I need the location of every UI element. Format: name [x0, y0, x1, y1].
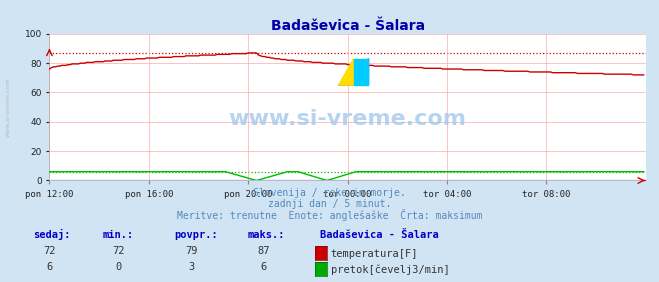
Title: Badaševica - Šalara: Badaševica - Šalara [271, 19, 424, 33]
Text: www.si-vreme.com: www.si-vreme.com [5, 78, 11, 137]
Text: povpr.:: povpr.: [175, 230, 218, 240]
Text: maks.:: maks.: [247, 230, 285, 240]
Polygon shape [354, 59, 368, 85]
Text: 72: 72 [113, 246, 125, 256]
Text: Meritve: trenutne  Enote: anglešaške  Črta: maksimum: Meritve: trenutne Enote: anglešaške Črta… [177, 209, 482, 221]
Text: temperatura[F]: temperatura[F] [331, 249, 418, 259]
Text: pretok[čevelj3/min]: pretok[čevelj3/min] [331, 265, 449, 276]
Text: 79: 79 [185, 246, 197, 256]
Text: 72: 72 [43, 246, 55, 256]
Text: min.:: min.: [102, 230, 133, 240]
Polygon shape [339, 59, 354, 85]
Text: Badaševica - Šalara: Badaševica - Šalara [320, 230, 438, 240]
Text: sedaj:: sedaj: [33, 229, 71, 240]
Text: 6: 6 [46, 262, 53, 272]
Text: 6: 6 [260, 262, 267, 272]
Text: 87: 87 [258, 246, 270, 256]
Text: 3: 3 [188, 262, 194, 272]
Text: www.si-vreme.com: www.si-vreme.com [229, 109, 467, 129]
Text: zadnji dan / 5 minut.: zadnji dan / 5 minut. [268, 199, 391, 209]
Text: 0: 0 [115, 262, 122, 272]
Text: Slovenija / reke in morje.: Slovenija / reke in morje. [253, 188, 406, 198]
Polygon shape [339, 59, 368, 85]
